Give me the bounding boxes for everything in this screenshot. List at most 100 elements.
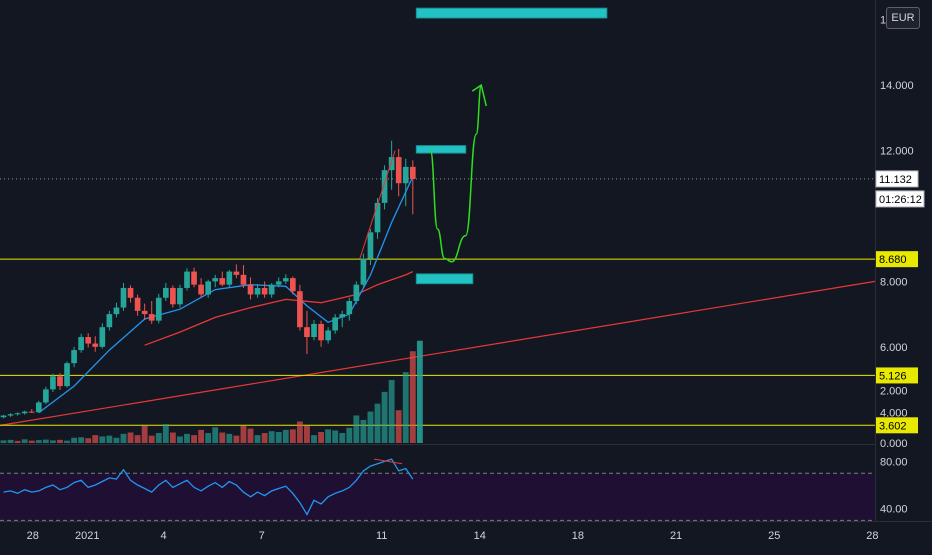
projection-path[interactable]: [429, 84, 482, 263]
candle-body[interactable]: [0, 415, 7, 418]
candle-body[interactable]: [290, 278, 296, 292]
candle-body[interactable]: [191, 271, 197, 285]
divergence-line-price[interactable]: [359, 150, 396, 259]
candle-body[interactable]: [304, 327, 310, 338]
volume-bar: [219, 432, 226, 443]
candle-body[interactable]: [339, 314, 346, 318]
candle-body[interactable]: [297, 291, 303, 328]
volume-bar: [374, 403, 381, 443]
candle-body[interactable]: [219, 278, 226, 285]
volume-bar: [409, 351, 416, 443]
price-label-box[interactable]: [876, 417, 918, 434]
target-zone[interactable]: [415, 7, 608, 19]
candle-body[interactable]: [275, 281, 282, 285]
price-label-box[interactable]: [876, 251, 918, 268]
time-axis-tick-label: 21: [670, 530, 682, 542]
candle-body[interactable]: [353, 284, 360, 302]
candle-body[interactable]: [134, 297, 141, 311]
candle-body[interactable]: [325, 330, 331, 341]
target-zone[interactable]: [415, 273, 474, 285]
candle-body[interactable]: [388, 157, 395, 171]
candle-body[interactable]: [35, 402, 42, 413]
candle-body[interactable]: [311, 323, 317, 338]
target-zone[interactable]: [415, 145, 467, 154]
volume-bar: [64, 440, 70, 443]
candle-body[interactable]: [92, 343, 99, 347]
price-axis-tick-label: 6.000: [880, 342, 908, 354]
volume-bar: [247, 428, 254, 443]
candle-body[interactable]: [205, 281, 211, 295]
candle-body[interactable]: [43, 389, 49, 403]
volume-bar: [7, 439, 14, 443]
candle-body[interactable]: [360, 258, 367, 285]
time-axis-tick-label: 2021: [75, 530, 99, 542]
candle-body[interactable]: [409, 166, 416, 179]
candle-body[interactable]: [141, 310, 148, 315]
currency-badge[interactable]: EUR: [886, 7, 920, 29]
candle-body[interactable]: [71, 350, 77, 364]
volume-bar: [205, 433, 212, 443]
ema-short-line[interactable]: [38, 176, 414, 414]
candle-body[interactable]: [198, 284, 204, 295]
candle-body[interactable]: [85, 337, 92, 344]
price-label-box[interactable]: [875, 170, 919, 188]
candle-body[interactable]: [318, 323, 324, 341]
candle-body[interactable]: [120, 287, 127, 308]
candle-body[interactable]: [402, 166, 409, 184]
candle-body[interactable]: [113, 307, 120, 315]
time-axis-tick-label: 28: [866, 530, 878, 542]
candle-body[interactable]: [226, 271, 233, 285]
volume-bar: [57, 439, 63, 443]
candle-body[interactable]: [346, 301, 353, 315]
candle-body[interactable]: [14, 413, 21, 415]
candle-body[interactable]: [155, 297, 162, 321]
volume-axis-tick-label: 0.000: [880, 438, 908, 450]
candle-body[interactable]: [282, 278, 289, 282]
rsi-band: [0, 473, 875, 521]
candle-body[interactable]: [162, 287, 169, 298]
candle-body[interactable]: [106, 314, 113, 328]
candle-body[interactable]: [367, 232, 374, 259]
volume-bar: [339, 433, 346, 443]
volume-bar: [184, 433, 190, 443]
candle-body[interactable]: [254, 287, 261, 295]
volume-bar: [155, 433, 162, 443]
candle-body[interactable]: [268, 284, 275, 295]
candle-body[interactable]: [99, 327, 106, 347]
divergence-line-rsi[interactable]: [373, 458, 403, 465]
volume-bar: [296, 421, 303, 443]
candle-body[interactable]: [212, 278, 219, 282]
candle-body[interactable]: [50, 376, 56, 390]
candle-body[interactable]: [374, 202, 381, 233]
candle-body[interactable]: [148, 314, 155, 321]
candle-body[interactable]: [240, 274, 247, 285]
candle-body[interactable]: [64, 363, 70, 387]
candle-body[interactable]: [381, 170, 388, 203]
candle-body[interactable]: [78, 337, 84, 351]
candle-body[interactable]: [247, 284, 254, 295]
volume-bar: [78, 437, 85, 443]
time-axis-tick-label: 14: [474, 530, 486, 542]
candle-body[interactable]: [21, 411, 28, 414]
candle-body[interactable]: [7, 414, 14, 416]
candle-body[interactable]: [170, 287, 176, 305]
volume-bar: [71, 437, 78, 443]
candle-body[interactable]: [57, 376, 63, 387]
support-trendline[interactable]: [0, 280, 876, 426]
price-label: 11.132: [879, 174, 912, 186]
price-label-box[interactable]: [876, 367, 918, 384]
rsi-line[interactable]: [3, 458, 414, 516]
candle-body[interactable]: [332, 317, 339, 331]
ema-long-line[interactable]: [144, 271, 414, 346]
candle-body[interactable]: [184, 271, 190, 288]
candle-body[interactable]: [28, 411, 35, 413]
candle-body[interactable]: [261, 287, 268, 295]
candle-body[interactable]: [127, 287, 134, 298]
candle-body[interactable]: [233, 271, 240, 275]
candle-body[interactable]: [395, 157, 402, 184]
candle-body[interactable]: [177, 287, 183, 305]
volume-bar: [261, 433, 268, 443]
rsi-axis-tick-label: 40.00: [880, 504, 908, 516]
